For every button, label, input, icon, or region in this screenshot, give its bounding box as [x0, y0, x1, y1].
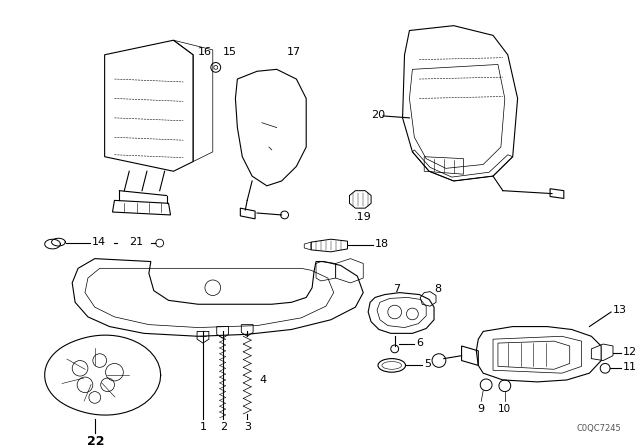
Text: 10: 10	[498, 404, 511, 414]
Text: 3: 3	[244, 422, 252, 431]
Text: 14: 14	[92, 237, 106, 247]
Text: 11: 11	[623, 362, 637, 372]
Text: 1: 1	[200, 422, 207, 431]
Text: 22: 22	[87, 435, 104, 448]
Text: 4: 4	[259, 375, 266, 385]
Text: 18: 18	[375, 239, 389, 249]
Text: 6: 6	[417, 338, 423, 348]
Text: 9: 9	[477, 404, 484, 414]
Text: 2: 2	[220, 422, 227, 431]
Text: 15: 15	[223, 47, 237, 57]
Text: 20: 20	[371, 110, 385, 120]
Text: 16: 16	[198, 47, 212, 57]
Text: 5: 5	[424, 359, 431, 370]
Text: .19: .19	[353, 212, 371, 222]
Text: 21: 21	[129, 237, 143, 247]
Text: 12: 12	[623, 347, 637, 357]
Text: 17: 17	[287, 47, 301, 57]
Text: 8: 8	[434, 284, 441, 294]
Text: 7: 7	[393, 284, 400, 294]
Text: C0QC7245: C0QC7245	[577, 424, 621, 433]
Text: 13: 13	[613, 305, 627, 315]
